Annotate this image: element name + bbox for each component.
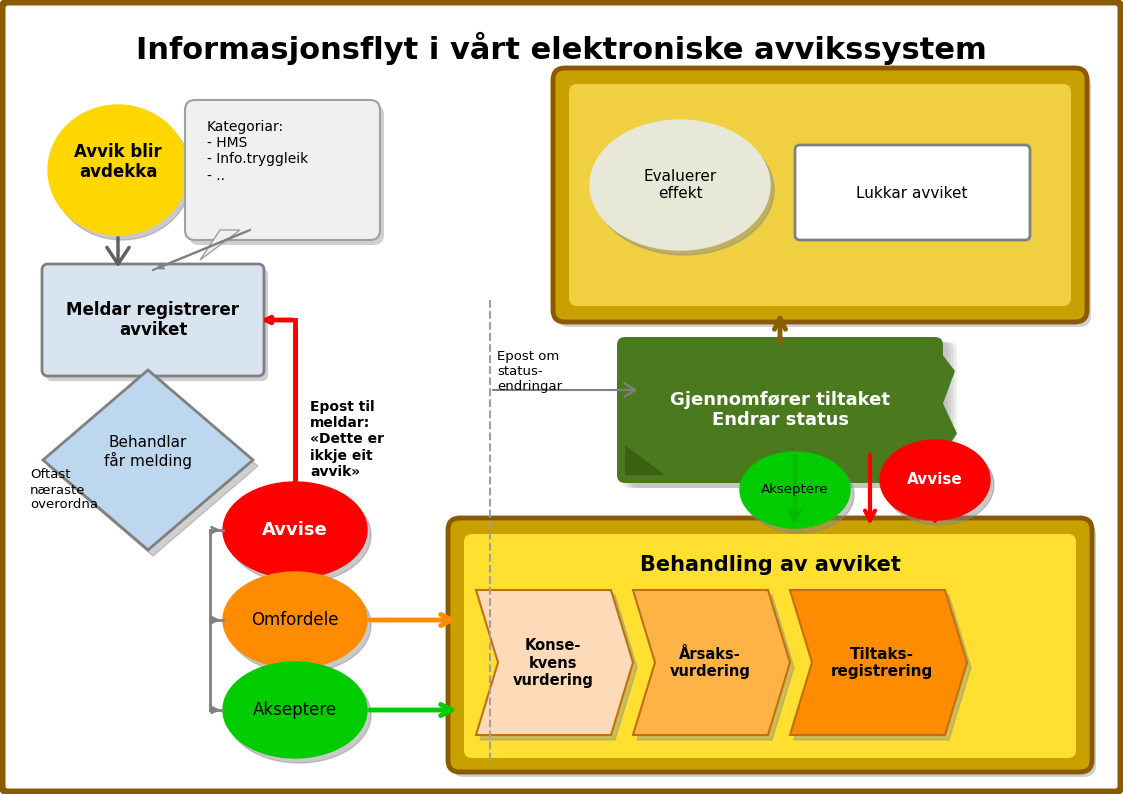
FancyBboxPatch shape — [464, 534, 1076, 758]
Ellipse shape — [52, 110, 192, 240]
Text: Tiltaks-
registrering: Tiltaks- registrering — [831, 647, 933, 679]
Text: Epost om
status-
endringar: Epost om status- endringar — [497, 350, 563, 393]
Ellipse shape — [48, 105, 188, 235]
Ellipse shape — [223, 572, 367, 668]
Text: Informasjonsflyt i vårt elektroniske avvikssystem: Informasjonsflyt i vårt elektroniske avv… — [136, 32, 986, 64]
Ellipse shape — [594, 125, 774, 255]
FancyBboxPatch shape — [553, 68, 1087, 322]
Ellipse shape — [740, 452, 850, 528]
FancyBboxPatch shape — [626, 342, 951, 488]
Text: Avvik blir
avdekka: Avvik blir avdekka — [74, 143, 162, 181]
Text: Konse-
kvens
vurdering: Konse- kvens vurdering — [512, 638, 593, 688]
Polygon shape — [200, 230, 240, 260]
Polygon shape — [43, 370, 253, 550]
Text: Meldar registrerer
avviket: Meldar registrerer avviket — [66, 301, 239, 339]
FancyBboxPatch shape — [46, 269, 268, 381]
Ellipse shape — [880, 440, 990, 520]
Ellipse shape — [745, 457, 853, 533]
Ellipse shape — [223, 662, 367, 758]
FancyBboxPatch shape — [185, 100, 380, 240]
Text: Årsaks-
vurdering: Årsaks- vurdering — [669, 647, 750, 679]
Text: Behandling av avviket: Behandling av avviket — [640, 555, 901, 575]
FancyBboxPatch shape — [42, 264, 264, 376]
Polygon shape — [637, 595, 794, 740]
Polygon shape — [633, 590, 789, 735]
Text: Lukkar avviket: Lukkar avviket — [856, 186, 968, 201]
FancyBboxPatch shape — [622, 342, 948, 488]
Polygon shape — [476, 590, 633, 735]
Text: Akseptere: Akseptere — [253, 701, 337, 719]
FancyBboxPatch shape — [631, 342, 957, 488]
Text: Behandlar
får melding: Behandlar får melding — [104, 434, 192, 469]
Text: Evaluerer
effekt: Evaluerer effekt — [643, 169, 716, 201]
Ellipse shape — [227, 487, 371, 583]
FancyBboxPatch shape — [557, 73, 1092, 327]
Ellipse shape — [227, 667, 371, 763]
FancyBboxPatch shape — [451, 523, 1096, 777]
Ellipse shape — [590, 120, 770, 250]
Text: Akseptere: Akseptere — [761, 484, 829, 496]
FancyBboxPatch shape — [569, 84, 1071, 306]
Text: Epost til
meldar:
«Dette er
ikkje eit
avvik»: Epost til meldar: «Dette er ikkje eit av… — [310, 400, 384, 479]
Text: Avvise: Avvise — [907, 472, 962, 488]
Polygon shape — [789, 590, 967, 735]
Text: Avvise: Avvise — [262, 521, 328, 539]
Polygon shape — [626, 445, 665, 475]
FancyBboxPatch shape — [795, 145, 1030, 240]
Polygon shape — [480, 595, 637, 740]
Text: Gjennomfører tiltaket
Endrar status: Gjennomfører tiltaket Endrar status — [670, 391, 891, 430]
Text: Oftast
næraste
overordna: Oftast næraste overordna — [30, 468, 98, 511]
Ellipse shape — [223, 482, 367, 578]
FancyBboxPatch shape — [448, 518, 1092, 772]
FancyBboxPatch shape — [628, 342, 955, 488]
Polygon shape — [794, 595, 971, 740]
FancyBboxPatch shape — [617, 337, 943, 483]
Ellipse shape — [227, 577, 371, 673]
Ellipse shape — [884, 445, 994, 525]
Polygon shape — [935, 345, 957, 475]
Text: Kategoriar:
- HMS
- Info.tryggleik
- ..: Kategoriar: - HMS - Info.tryggleik - .. — [207, 120, 308, 183]
Polygon shape — [48, 376, 258, 556]
FancyBboxPatch shape — [189, 105, 384, 245]
Text: Omfordele: Omfordele — [252, 611, 339, 629]
